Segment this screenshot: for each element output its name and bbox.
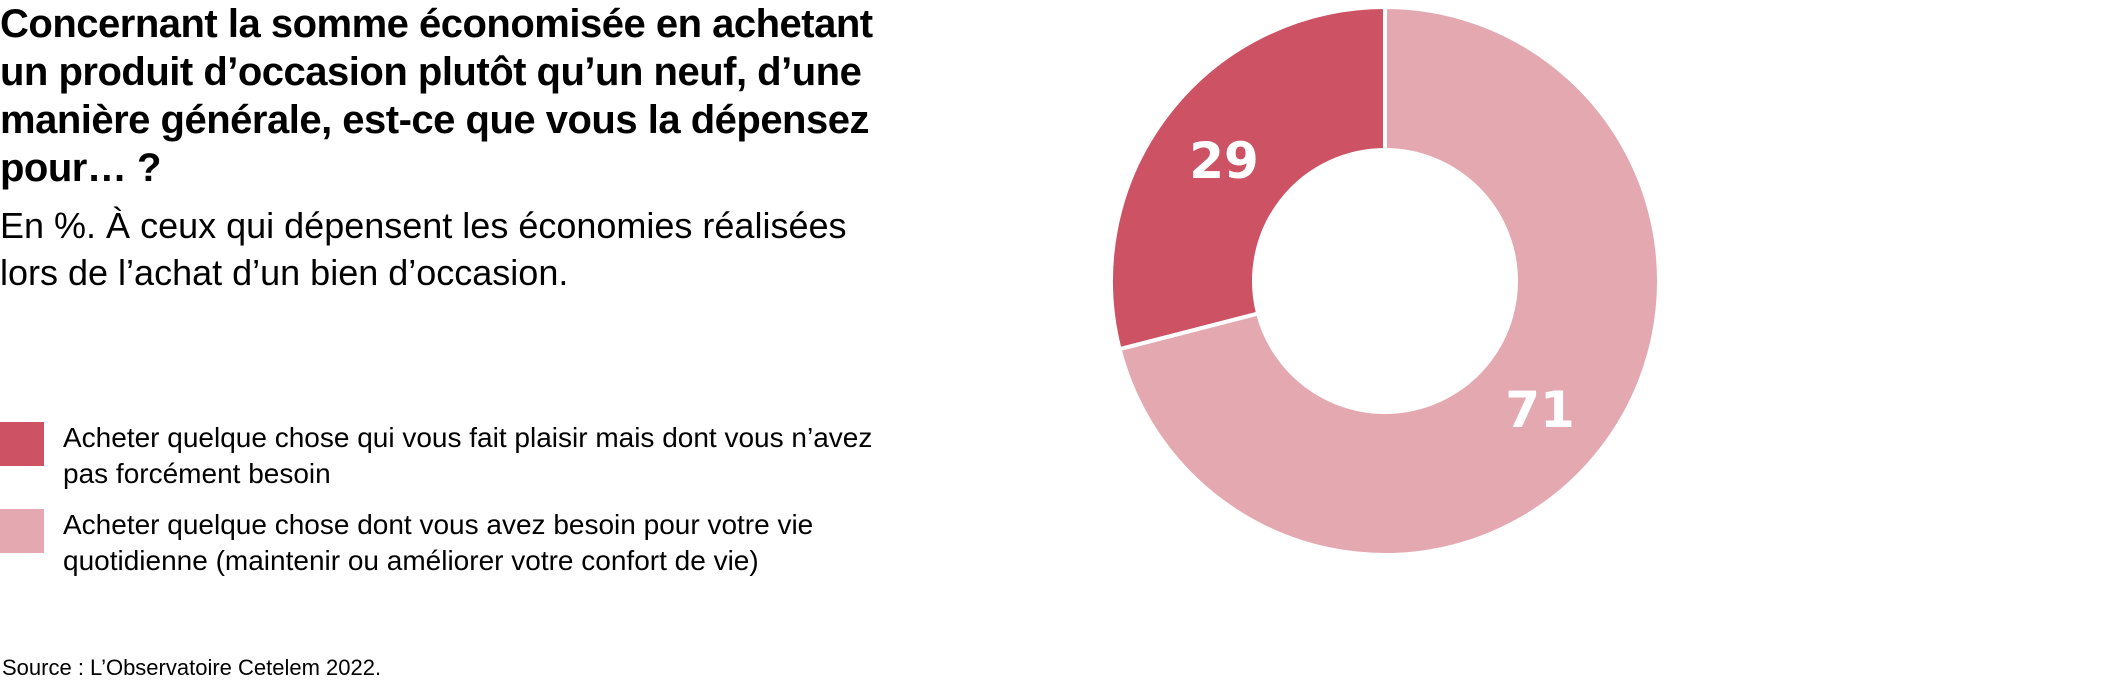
- legend-label: Acheter quelque chose dont vous avez bes…: [63, 509, 814, 576]
- slice-label-71: 71: [1505, 381, 1575, 439]
- legend-swatch: [0, 509, 44, 553]
- chart-subtitle: En %. À ceux qui dépensent les économies…: [0, 205, 847, 293]
- donut-slice-71: [1117, 4, 1661, 557]
- donut-slice-29: [1109, 4, 1387, 352]
- slice-label-29: 29: [1189, 132, 1259, 190]
- legend-item-pleasure: Acheter quelque chose qui vous fait plai…: [0, 420, 913, 492]
- chart-title: Concernant la somme économisée en acheta…: [0, 2, 873, 190]
- legend-item-need: Acheter quelque chose dont vous avez bes…: [0, 507, 913, 579]
- legend-label: Acheter quelque chose qui vous fait plai…: [63, 422, 873, 489]
- source-note: Source : L’Observatoire Cetelem 2022.: [2, 655, 382, 680]
- legend-swatch: [0, 422, 44, 466]
